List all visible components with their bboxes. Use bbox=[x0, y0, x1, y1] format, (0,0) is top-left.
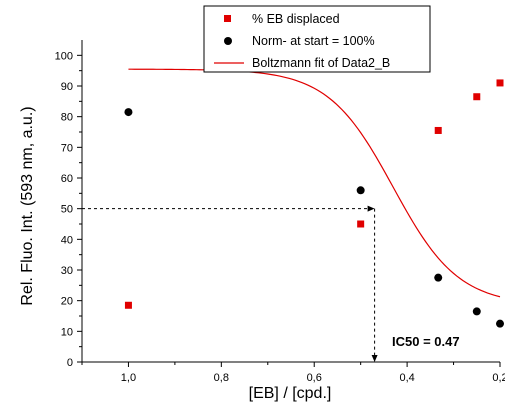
y-tick-label: 90 bbox=[61, 81, 73, 93]
y-tick-label: 60 bbox=[61, 173, 73, 185]
norm-point bbox=[124, 108, 133, 117]
x-tick-label: 0,8 bbox=[214, 372, 229, 384]
y-tick-label: 40 bbox=[61, 234, 73, 246]
legend-label-eb-displaced: % EB displaced bbox=[252, 12, 340, 26]
eb-displaced-point bbox=[124, 301, 132, 309]
y-tick-label: 80 bbox=[61, 112, 73, 124]
ic50-vertical-arrowhead bbox=[371, 355, 378, 362]
y-tick-label: 20 bbox=[61, 296, 73, 308]
fit-curve-group bbox=[128, 68, 501, 298]
tick-group: 0 10 20 30 40 50 60 70 80 90 100 1,0 0,8 0,6 0,4 0,2 bbox=[55, 50, 505, 384]
ic50-guide-lines bbox=[82, 205, 378, 362]
plot-frame bbox=[81, 40, 500, 363]
legend-label-fit: Boltzmann fit of Data2_B bbox=[252, 56, 390, 70]
y-tick-label: 100 bbox=[55, 50, 73, 62]
x-tick-label: 0,4 bbox=[399, 372, 414, 384]
eb-displaced-point bbox=[473, 93, 481, 101]
boltzmann-fit-curve bbox=[128, 68, 501, 298]
norm-point bbox=[434, 273, 443, 282]
eb-displaced-point bbox=[496, 79, 504, 87]
legend-marker-circle bbox=[224, 37, 232, 45]
eb-displaced-point bbox=[357, 220, 365, 228]
eb-displaced-point bbox=[434, 126, 442, 134]
y-tick-label: 70 bbox=[61, 142, 73, 154]
y-tick-label: 30 bbox=[61, 265, 73, 277]
y-tick-label: 10 bbox=[61, 326, 73, 338]
ic50-annotation: IC50 = 0.47 bbox=[392, 334, 460, 349]
x-tick-label: 0,6 bbox=[307, 372, 322, 384]
y-tick-label: 0 bbox=[67, 357, 73, 369]
y-tick-label: 50 bbox=[61, 204, 73, 216]
x-axis-title: [EB] / [cpd.] bbox=[249, 385, 332, 402]
norm-point bbox=[472, 307, 481, 316]
ic50-horizontal-arrowhead bbox=[367, 205, 375, 212]
y-axis-title: Rel. Fluo. Int. (593 nm, a.u.) bbox=[19, 106, 36, 305]
x-tick-label: 1,0 bbox=[121, 372, 136, 384]
legend-box bbox=[203, 5, 431, 73]
data-markers-group bbox=[124, 79, 504, 328]
legend-label-norm: Norm- at start = 100% bbox=[252, 34, 375, 48]
x-tick-label: 0,2 bbox=[492, 372, 505, 384]
legend: % EB displaced Norm- at start = 100% Bol… bbox=[203, 5, 431, 73]
norm-point bbox=[496, 319, 504, 328]
norm-point bbox=[356, 186, 365, 195]
legend-marker-square bbox=[224, 15, 231, 22]
